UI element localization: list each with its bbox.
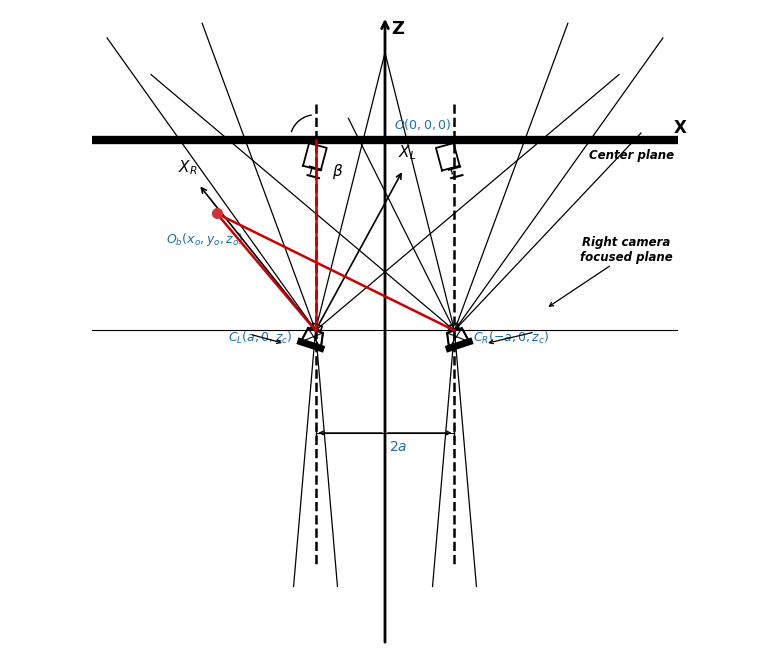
Text: $O(0,0,0)$: $O(0,0,0)$ [393,116,451,132]
Text: $2a$: $2a$ [389,440,407,454]
Text: $O_b(x_o,y_o,z_o)$: $O_b(x_o,y_o,z_o)$ [166,231,243,248]
Text: Center plane: Center plane [589,149,674,162]
Text: $C_R(-a,0,z_c)$: $C_R(-a,0,z_c)$ [473,330,549,346]
Text: $\beta$: $\beta$ [332,161,343,180]
Text: Z: Z [391,20,403,38]
Text: X: X [674,119,687,137]
Text: Right camera
focused plane: Right camera focused plane [580,236,673,264]
Text: $X_L$: $X_L$ [398,143,416,163]
Text: $C_L(a,0,z_c)$: $C_L(a,0,z_c)$ [228,330,293,346]
Text: $X_R$: $X_R$ [178,158,197,177]
